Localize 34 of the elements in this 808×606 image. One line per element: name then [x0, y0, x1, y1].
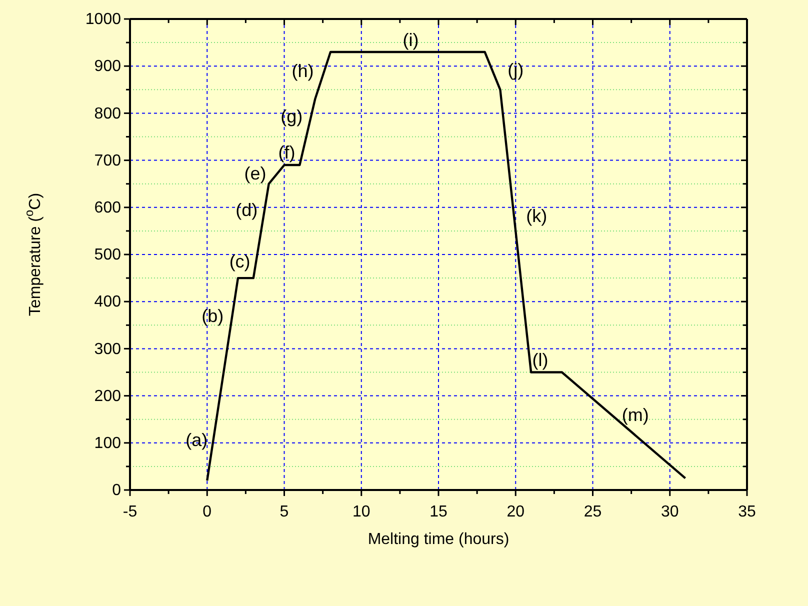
annotation: (i) [402, 30, 419, 50]
annotation: (b) [202, 306, 224, 326]
y-tick-label: 400 [94, 294, 122, 311]
y-tick-label: 200 [94, 388, 122, 405]
x-tick-label: 25 [584, 504, 602, 521]
annotation: (m) [622, 404, 649, 425]
annotation: (c) [229, 251, 250, 272]
annotation: (g) [280, 106, 303, 126]
annotation: (k) [526, 206, 548, 226]
x-tick-label: 5 [280, 504, 289, 521]
x-axis-title: Melting time (hours) [368, 531, 510, 548]
y-tick-label: 900 [94, 58, 122, 76]
annotation: (f) [278, 142, 296, 163]
x-tick-label: -5 [122, 504, 138, 521]
annotation: (e) [244, 163, 266, 184]
x-tick-label: 15 [430, 504, 448, 521]
annotation: (l) [532, 350, 548, 370]
annotation: (j) [508, 60, 524, 80]
x-tick-label: 30 [660, 504, 679, 521]
annotation: (h) [292, 61, 314, 82]
y-tick-label: 800 [94, 105, 122, 122]
y-tick-label: 0 [112, 482, 122, 500]
y-tick-label: 100 [94, 435, 122, 452]
x-tick-label: 20 [506, 504, 525, 521]
y-tick-label: 700 [94, 152, 122, 170]
x-tick-label: 35 [738, 504, 756, 521]
y-tick-label: 600 [94, 200, 122, 217]
annotation: (a) [186, 430, 208, 450]
annotation: (d) [236, 200, 258, 220]
y-tick-label: 1000 [85, 11, 122, 28]
y-tick-label: 500 [94, 246, 122, 264]
x-tick-label: 10 [352, 504, 370, 521]
x-tick-label: 0 [202, 504, 212, 521]
y-tick-label: 300 [94, 340, 122, 358]
